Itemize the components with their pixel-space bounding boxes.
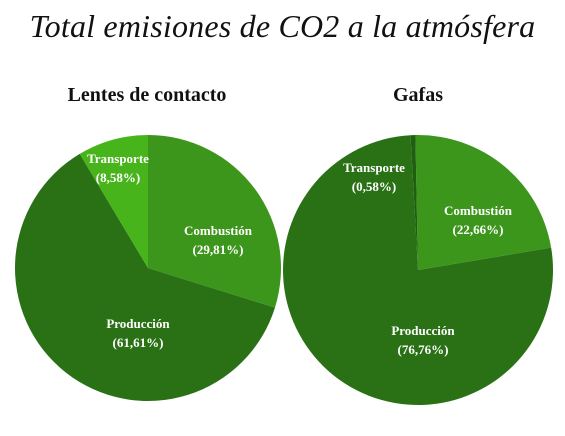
slice-label-lentes-produccion: Producción (106, 316, 170, 331)
slice-label-gafas-produccion: Producción (391, 323, 455, 338)
slice-value-lentes-transporte: (8,58%) (96, 170, 140, 185)
pie-slice-gafas-combustion (415, 134, 552, 270)
slice-value-lentes-produccion: (61,61%) (113, 335, 164, 350)
pie-slice-gafas-produccion (283, 135, 553, 405)
slice-label-gafas-transporte: Transporte (343, 160, 405, 175)
pie-slice-lentes-transporte (79, 135, 148, 268)
chart-title: Total emisiones de CO2 a la atmósfera (29, 8, 536, 44)
pie-title-lentes: Lentes de contacto (67, 84, 227, 106)
pie-title-gafas: Gafas (393, 84, 443, 106)
slice-value-gafas-combustion: (22,66%) (453, 222, 504, 237)
slice-value-lentes-combustion: (29,81%) (193, 242, 244, 257)
slice-label-gafas-combustion: Combustión (444, 203, 513, 218)
slice-value-gafas-produccion: (76,76%) (398, 342, 449, 357)
slice-label-lentes-transporte: Transporte (87, 151, 149, 166)
pie-slice-lentes-combustion (148, 135, 281, 308)
pie-slice-lentes-produccion (15, 153, 275, 402)
slice-label-lentes-combustion: Combustión (184, 223, 253, 238)
slice-value-gafas-transporte: (0,58%) (352, 179, 396, 194)
pie-slice-gafas-transporte (410, 135, 418, 270)
